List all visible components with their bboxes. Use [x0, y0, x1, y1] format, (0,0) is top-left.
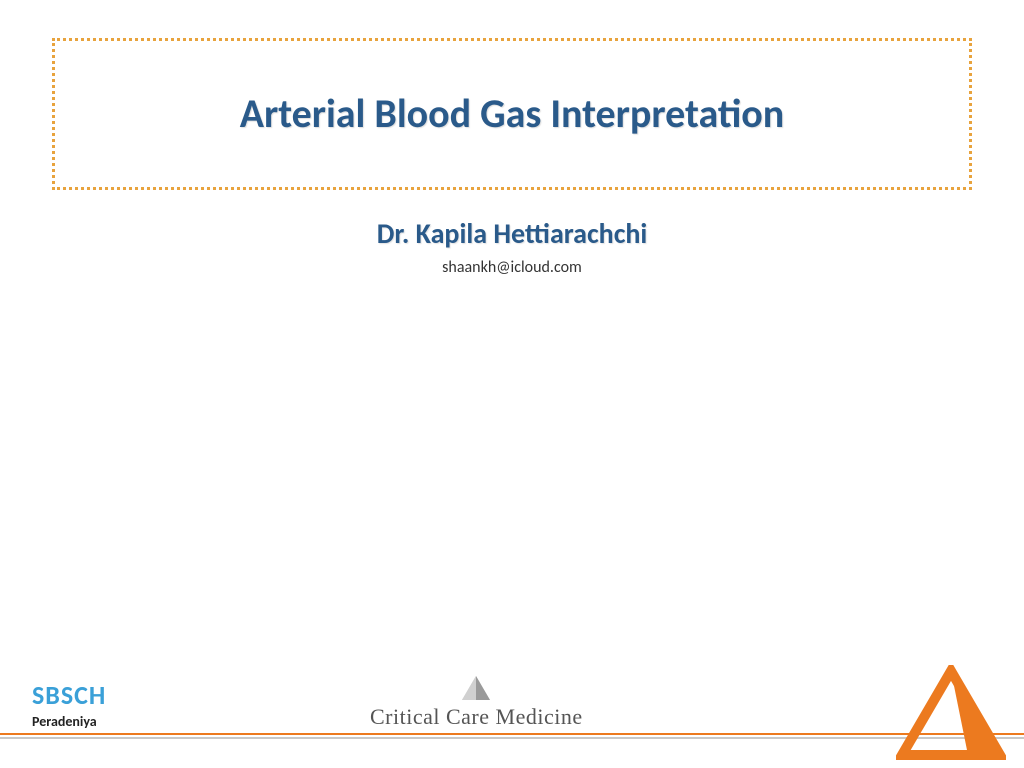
title-box: Arterial Blood Gas Interpretation — [52, 38, 972, 190]
org-location: Peradeniya — [32, 713, 106, 730]
author-name: Dr. Kapila Hettiarachchi — [0, 216, 1024, 251]
center-org-text: Critical Care Medicine — [370, 704, 583, 730]
triangle-logo-icon — [896, 665, 1006, 760]
footer-divider-lines — [0, 732, 1024, 740]
pyramid-icon — [456, 674, 496, 702]
footer: SBSCH Peradeniya Critical Care Medicine — [0, 678, 1024, 768]
author-email: shaankh@icloud.com — [0, 258, 1024, 277]
org-acronym: SBSCH — [32, 679, 106, 711]
org-block: SBSCH Peradeniya — [32, 679, 106, 730]
slide-title: Arterial Blood Gas Interpretation — [240, 90, 784, 138]
center-org-block: Critical Care Medicine — [370, 674, 583, 730]
